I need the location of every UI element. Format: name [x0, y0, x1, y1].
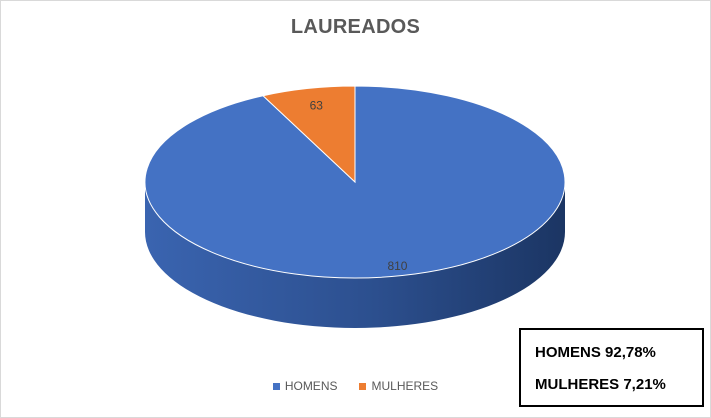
pie-label-homens: 810 [387, 259, 407, 273]
chart-title: LAUREADOS [290, 16, 421, 38]
legend-label-mulheres: MULHERES [371, 379, 439, 393]
pie-label-mulheres: 63 [310, 98, 324, 112]
legend-swatch-mulheres [359, 382, 367, 390]
legend-label-homens: HOMENS [284, 379, 338, 393]
percentage-box: HOMENS 92,78% MULHERES 7,21% [519, 328, 704, 407]
legend-item-mulheres: MULHERES [359, 379, 438, 393]
legend-item-homens: HOMENS [272, 379, 338, 393]
percentage-homens: HOMENS 92,78% [535, 344, 656, 361]
pie-side-homens [145, 182, 565, 328]
legend-swatch-homens [272, 382, 280, 390]
percentage-mulheres: MULHERES 7,21% [535, 376, 666, 393]
chart-legend: HOMENS MULHERES [0, 379, 711, 393]
pie-slice-mulheres [261, 85, 356, 184]
